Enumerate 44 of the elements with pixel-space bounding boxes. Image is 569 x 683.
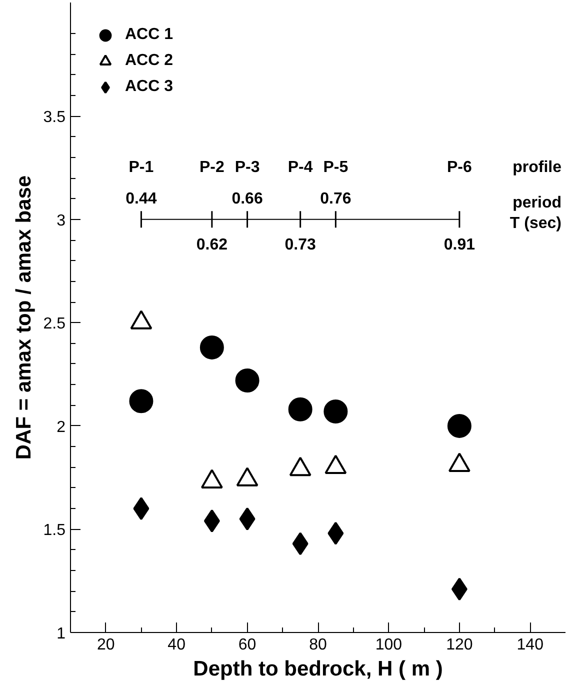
point (324, 400, 348, 424)
point (288, 397, 312, 422)
x-tick-label: 100 (375, 636, 402, 654)
point (200, 335, 224, 360)
annotation: 0.62 (196, 236, 228, 254)
x-tick-label: 120 (446, 636, 473, 654)
point (447, 414, 472, 438)
annotation: P-2 (199, 158, 224, 176)
x-tick-label: 20 (96, 636, 115, 654)
annotation: 0.91 (444, 236, 476, 254)
annotation: P-1 (128, 158, 154, 176)
y-axis-title: DAF = amax top / amax base (12, 175, 36, 460)
point (204, 509, 220, 532)
point (451, 578, 468, 601)
y-tick-label: 3 (56, 212, 66, 230)
annotation: 0.76 (320, 190, 352, 208)
legend-label: ACC 3 (125, 78, 174, 96)
point (328, 522, 344, 545)
point (235, 368, 260, 392)
annotation: period T (sec) (510, 194, 562, 232)
x-tick-label: 40 (168, 636, 186, 654)
point (292, 532, 308, 556)
annotation: P-3 (234, 158, 260, 176)
x-tick-label: 60 (238, 636, 256, 654)
annotation: P-4 (288, 158, 313, 176)
x-axis-title: Depth to bedrock, H ( m ) (193, 658, 443, 680)
y-tick-label: 2.5 (43, 316, 66, 333)
annotation: P-6 (446, 158, 472, 176)
point (133, 497, 150, 520)
annotation: profile (512, 158, 562, 176)
x-tick-label: 140 (516, 636, 544, 654)
annotation: P-5 (323, 158, 348, 176)
y-tick-label: 1.5 (43, 522, 66, 540)
point (239, 507, 256, 530)
annotation: 0.44 (126, 190, 157, 208)
legend-label: ACC 2 (125, 52, 174, 70)
y-tick-label: 2 (56, 418, 66, 436)
annotation: 0.66 (232, 190, 263, 208)
x-tick-label: 80 (309, 636, 327, 654)
annotation: 0.73 (284, 236, 316, 254)
y-tick-label: 1 (56, 626, 66, 642)
legend-label: ACC 1 (125, 26, 174, 44)
point (129, 389, 154, 414)
y-tick-label: 3.5 (43, 109, 66, 126)
